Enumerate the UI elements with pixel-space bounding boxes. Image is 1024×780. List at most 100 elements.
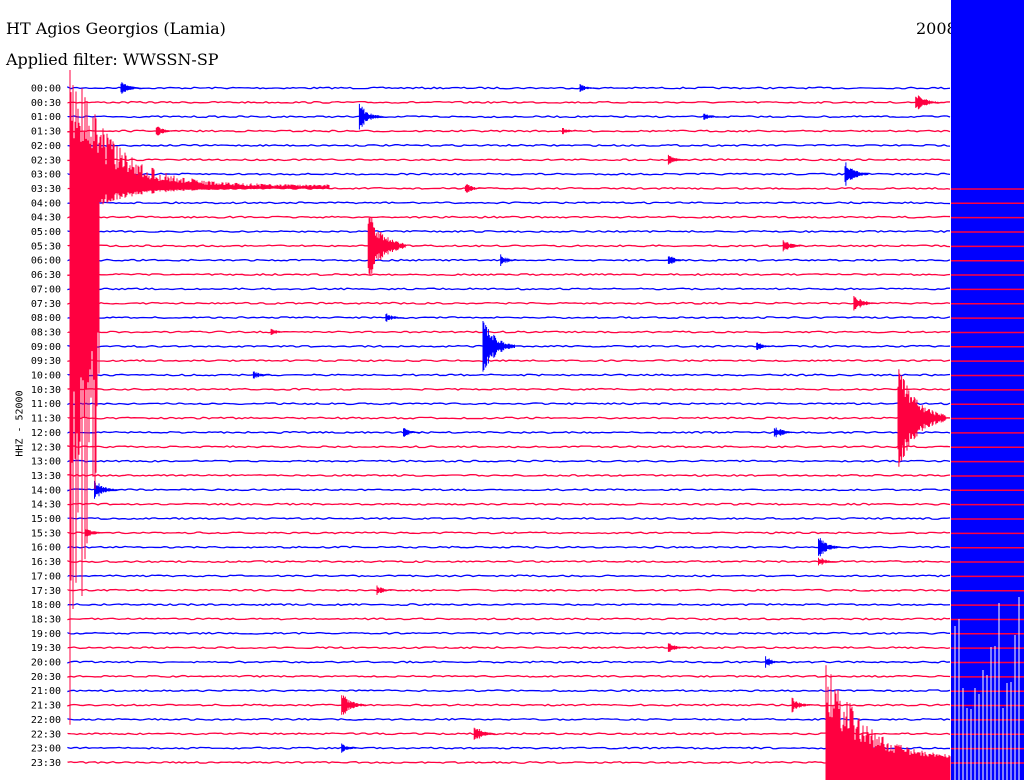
row-label: 18:00 bbox=[31, 600, 61, 611]
event-burst bbox=[94, 480, 118, 499]
trace-row bbox=[67, 301, 951, 305]
trace-row bbox=[67, 172, 951, 176]
row-label: 00:00 bbox=[31, 84, 61, 95]
event-burst bbox=[897, 369, 947, 467]
row-label: 13:30 bbox=[31, 471, 61, 482]
row-labels: 00:00 00:30 01:00 01:30 02:00 02:30 03:00 03:30… bbox=[31, 84, 61, 769]
trace-row bbox=[67, 430, 951, 434]
row-label: 02:30 bbox=[31, 155, 61, 166]
trace-row bbox=[67, 760, 951, 764]
event-burst bbox=[818, 538, 842, 557]
row-label: 05:30 bbox=[31, 241, 61, 252]
row-label: 04:30 bbox=[31, 213, 61, 224]
trace-row bbox=[67, 674, 951, 678]
event-burst bbox=[85, 529, 106, 537]
row-label: 00:30 bbox=[31, 98, 61, 109]
trace-row bbox=[67, 473, 951, 477]
trace-row bbox=[67, 689, 951, 693]
late-earthquake-burst bbox=[825, 665, 951, 780]
row-label: 12:00 bbox=[31, 428, 61, 439]
date-label: 2008 bbox=[916, 19, 957, 38]
row-label: 09:30 bbox=[31, 356, 61, 367]
row-label: 21:30 bbox=[31, 701, 61, 712]
trace-row bbox=[67, 215, 951, 219]
event-burst bbox=[915, 95, 939, 110]
row-label: 06:30 bbox=[31, 270, 61, 281]
trace-row bbox=[67, 459, 951, 463]
row-label: 02:00 bbox=[31, 141, 61, 152]
trace-row bbox=[67, 129, 951, 133]
chart-title: HT Agios Georgios (Lamia) bbox=[6, 19, 226, 38]
trace-row bbox=[67, 158, 951, 162]
event-burst bbox=[341, 743, 361, 753]
saturated-gap-lines bbox=[954, 597, 1020, 780]
event-burst bbox=[773, 427, 795, 438]
trace-row bbox=[67, 516, 951, 520]
row-label: 11:00 bbox=[31, 399, 61, 410]
event-burst bbox=[853, 296, 876, 311]
trace-row bbox=[67, 373, 951, 377]
event-burst bbox=[155, 126, 176, 136]
row-label: 14:00 bbox=[31, 485, 61, 496]
trace-row bbox=[67, 316, 951, 320]
row-label: 23:00 bbox=[31, 744, 61, 755]
trace-row bbox=[67, 746, 951, 750]
trace-row bbox=[67, 86, 951, 90]
row-label: 20:30 bbox=[31, 672, 61, 683]
row-label: 21:00 bbox=[31, 686, 61, 697]
row-label: 05:00 bbox=[31, 227, 61, 238]
trace-row bbox=[67, 445, 951, 449]
trace-row bbox=[67, 387, 951, 391]
row-label: 18:30 bbox=[31, 614, 61, 625]
trace-row bbox=[67, 115, 951, 119]
trace-lines bbox=[67, 86, 951, 764]
trace-row bbox=[67, 545, 951, 549]
row-label: 08:30 bbox=[31, 327, 61, 338]
row-label: 15:00 bbox=[31, 514, 61, 525]
event-burst bbox=[756, 342, 776, 350]
event-burst bbox=[341, 695, 366, 715]
event-bursts bbox=[69, 70, 951, 780]
row-label: 17:30 bbox=[31, 586, 61, 597]
row-label: 12:30 bbox=[31, 442, 61, 453]
event-burst bbox=[844, 162, 869, 186]
trace-row bbox=[67, 330, 951, 334]
main-earthquake-burst bbox=[69, 70, 330, 725]
event-burst bbox=[464, 184, 485, 193]
row-label: 20:00 bbox=[31, 658, 61, 669]
row-label: 15:30 bbox=[31, 528, 61, 539]
trace-row bbox=[67, 229, 951, 233]
row-label: 16:00 bbox=[31, 543, 61, 554]
row-label: 11:30 bbox=[31, 414, 61, 425]
trace-row bbox=[67, 703, 951, 707]
row-label: 22:30 bbox=[31, 729, 61, 740]
trace-row bbox=[67, 631, 951, 635]
event-burst bbox=[579, 84, 599, 92]
trace-row bbox=[67, 646, 951, 650]
event-burst bbox=[473, 727, 496, 740]
filter-label: Applied filter: WWSSN-SP bbox=[6, 50, 219, 69]
trace-row bbox=[67, 416, 951, 420]
row-label: 09:00 bbox=[31, 342, 61, 353]
trace-row bbox=[67, 402, 951, 406]
event-burst bbox=[667, 643, 688, 652]
trace-row bbox=[67, 488, 951, 492]
trace-row bbox=[67, 100, 951, 104]
row-label: 10:30 bbox=[31, 385, 61, 396]
event-burst bbox=[667, 256, 688, 264]
row-label: 14:30 bbox=[31, 500, 61, 511]
trace-row bbox=[67, 287, 951, 291]
row-label: 16:30 bbox=[31, 557, 61, 568]
row-label: 10:00 bbox=[31, 371, 61, 382]
event-burst bbox=[252, 371, 272, 379]
row-label: 04:00 bbox=[31, 198, 61, 209]
trace-row bbox=[67, 732, 951, 736]
row-label: 08:00 bbox=[31, 313, 61, 324]
trace-row bbox=[67, 359, 951, 363]
event-burst bbox=[376, 585, 396, 595]
trace-row bbox=[67, 143, 951, 147]
trace-row bbox=[67, 244, 951, 248]
trace-row bbox=[67, 502, 951, 506]
event-burst bbox=[482, 321, 515, 372]
